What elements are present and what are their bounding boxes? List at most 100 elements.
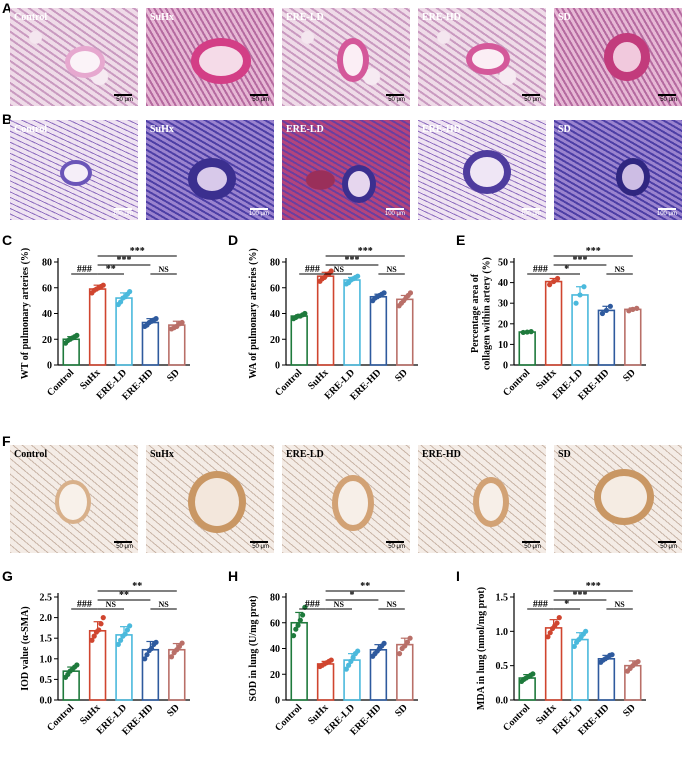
data-point [328, 657, 334, 663]
data-point [168, 654, 175, 660]
image-label: ERE-HD [422, 124, 461, 135]
masson-image-ere-hd: ERE-HD 100 μm [418, 120, 546, 220]
scale-text: 50 μm [524, 544, 541, 550]
chart-svg-e: Percentage area ofcollagen within artery… [470, 246, 646, 403]
panel-letter-b: B [2, 111, 13, 127]
data-point [407, 290, 414, 296]
x-tick-label: Control [45, 702, 76, 733]
sig-label: NS [386, 265, 397, 274]
chart-i: MDA in lung (nmol/mg prot) 0.0 0.5 1.0 1.5 Co… [456, 575, 681, 770]
data-point [118, 637, 124, 643]
masson-image-ere-ld: ERE-LD 100 μm [282, 120, 410, 220]
y-tick-label: 40 [498, 278, 508, 289]
x-tick-label: SD [621, 367, 638, 384]
data-point [634, 305, 640, 311]
data-point [599, 310, 606, 317]
data-point [551, 278, 557, 285]
data-point [583, 628, 589, 634]
scale-bar [114, 94, 132, 96]
data-point [295, 622, 301, 628]
ihc-image-ere-ld: ERE-LD 50 μm [282, 445, 410, 553]
data-point [118, 299, 124, 305]
scale-text: 50 μm [660, 544, 677, 550]
y-tick-label: 80 [270, 593, 280, 604]
scale-text: 100 μm [248, 211, 269, 217]
scale-text: 100 μm [384, 211, 405, 217]
data-point [328, 268, 334, 274]
y-tick-label: 0 [47, 361, 52, 372]
bar [290, 315, 308, 366]
scale-bar [522, 208, 540, 210]
data-point [91, 633, 97, 639]
y-axis-label: WT of pulmonary arteries (%) [20, 248, 31, 379]
scale-bar [250, 94, 268, 96]
chart-svg-g: IOD value (α-SMA) 0.0 0.5 1.0 1.5 2.0 2.5 Contr… [20, 581, 190, 738]
image-label: ERE-LD [286, 124, 324, 135]
sig-label: *** [130, 246, 145, 257]
scale-bar [386, 541, 404, 543]
y-tick-label: 1.5 [496, 593, 509, 604]
y-axis-label-line: Percentage area of [470, 273, 481, 353]
x-tick-label: Control [501, 367, 532, 398]
data-point [74, 662, 80, 668]
vessel [55, 480, 91, 524]
data-point [98, 621, 104, 627]
scale-bar [250, 541, 268, 543]
data-point [554, 275, 561, 282]
panel-letter-h: H [228, 568, 239, 584]
sig-label: NS [158, 600, 169, 609]
scale-text: 50 μm [388, 544, 405, 550]
bar [343, 279, 361, 366]
bar [597, 658, 616, 701]
vessel [342, 165, 376, 203]
bar [369, 295, 388, 366]
chart-h: SOD in lung (U/mg prot) 0 20 40 60 80 Control S… [228, 575, 453, 770]
x-tick-label: SD [393, 702, 410, 719]
x-tick-label: Control [273, 702, 304, 733]
image-label: Control [14, 12, 48, 23]
data-point [554, 620, 560, 626]
vessel [191, 38, 251, 84]
image-label: SuHx [150, 449, 174, 460]
sig-label: NS [614, 265, 625, 274]
data-point [581, 284, 587, 290]
scale-bar [658, 208, 676, 210]
data-point [609, 652, 615, 658]
data-point [381, 290, 387, 296]
x-tick-label: SD [165, 367, 182, 384]
y-tick-label: 50 [498, 258, 508, 269]
data-point [89, 637, 95, 643]
data-point [348, 658, 354, 664]
data-point [530, 671, 536, 677]
scale-bar [386, 208, 404, 210]
y-tick-label: 0.5 [496, 661, 509, 672]
bar [316, 275, 335, 366]
chart-g: IOD value (α-SMA) 0.0 0.5 1.0 1.5 2.0 2.5 Contr… [0, 575, 225, 770]
data-point [346, 662, 352, 668]
sig-label: *** [117, 255, 132, 266]
bar [571, 294, 589, 366]
y-tick-label: 20 [42, 335, 52, 346]
chart-svg-d: WA of pulmonary arteries (%) 0 20 40 60 80 Con… [248, 246, 418, 403]
data-point [626, 308, 632, 314]
scale-bar [386, 94, 404, 96]
vessel [65, 46, 105, 78]
sig-label: * [564, 264, 569, 275]
scale-text: 50 μm [116, 97, 133, 103]
image-label: ERE-LD [286, 449, 324, 460]
scale-text: 100 μm [520, 211, 541, 217]
scale-text: 50 μm [388, 97, 405, 103]
data-point [607, 303, 613, 309]
chart-svg-i: MDA in lung (nmol/mg prot) 0.0 0.5 1.0 1.5 Co… [476, 581, 646, 738]
panel-letter-i: I [456, 568, 460, 584]
data-point [127, 289, 133, 295]
data-point [603, 307, 609, 314]
sig-label: NS [334, 265, 345, 274]
image-label: Control [14, 449, 48, 460]
y-tick-label: 0 [503, 361, 508, 372]
data-point [299, 612, 306, 618]
scale-bar [114, 208, 132, 210]
image-label: Control [14, 124, 48, 135]
y-tick-label: 0.0 [496, 696, 509, 707]
y-tick-label: 40 [270, 644, 280, 655]
